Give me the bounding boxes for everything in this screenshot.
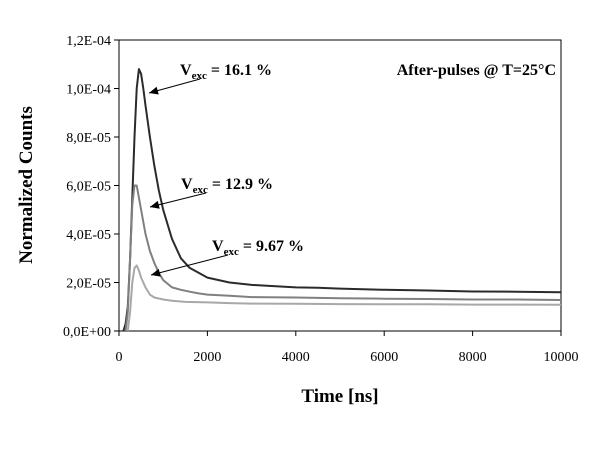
series-label-value: = 16.1 % — [207, 62, 272, 79]
y-tick-label: 1,2E-04 — [66, 34, 111, 49]
annotation-arrow-2 — [150, 254, 229, 276]
y-tick-label: 2,0E-05 — [66, 277, 111, 292]
series-line-1 — [124, 184, 562, 332]
annotation-arrow-1 — [149, 192, 207, 208]
y-axis-title: Normalized Counts — [16, 106, 37, 264]
series-label-2: Vexc = 9.67 % — [212, 238, 304, 258]
y-tick-label: 1,0E-04 — [66, 83, 111, 98]
series-label-value: = 12.9 % — [208, 176, 273, 193]
y-axis-ticks: 0,0E+00 2,0E-05 4,0E-05 6,0E-05 8,0E-05 1,0E-… — [63, 34, 119, 340]
y-tick-label: 4,0E-05 — [66, 228, 111, 243]
series-label-value: = 9.67 % — [239, 238, 304, 255]
series-line-2 — [126, 264, 562, 332]
series-label-main: V — [181, 176, 193, 193]
x-tick-label: 2000 — [193, 350, 221, 365]
series-label-1: Vexc = 12.9 % — [181, 176, 273, 196]
y-tick-label: 0,0E+00 — [63, 325, 111, 340]
series-label-sub: exc — [224, 246, 239, 258]
series-annotations: Vexc = 16.1 %Vexc = 12.9 %Vexc = 9.67 % — [148, 62, 304, 277]
annotation-arrowhead-0 — [149, 86, 159, 95]
series-label-main: V — [212, 238, 224, 255]
x-tick-label: 0 — [116, 350, 123, 365]
series-line-0 — [122, 68, 562, 332]
series-label-0: Vexc = 16.1 % — [180, 62, 272, 82]
x-tick-label: 8000 — [459, 350, 487, 365]
x-tick-label: 6000 — [370, 350, 398, 365]
annotation-arrowhead-1 — [150, 200, 160, 209]
x-axis-ticks: 0 2000 4000 6000 8000 10000 — [116, 331, 579, 365]
chart-title: After-pulses @ T=25°C — [397, 62, 556, 79]
series-label-sub: exc — [192, 70, 207, 82]
annotation-arrowhead-2 — [151, 268, 161, 277]
y-tick-label: 8,0E-05 — [66, 131, 111, 146]
x-tick-label: 10000 — [544, 350, 579, 365]
x-tick-label: 4000 — [282, 350, 310, 365]
y-tick-label: 6,0E-05 — [66, 180, 111, 195]
series-label-main: V — [180, 62, 192, 79]
series-lines — [122, 68, 562, 332]
series-label-sub: exc — [193, 184, 208, 196]
x-axis-title: Time [ns] — [301, 386, 378, 407]
